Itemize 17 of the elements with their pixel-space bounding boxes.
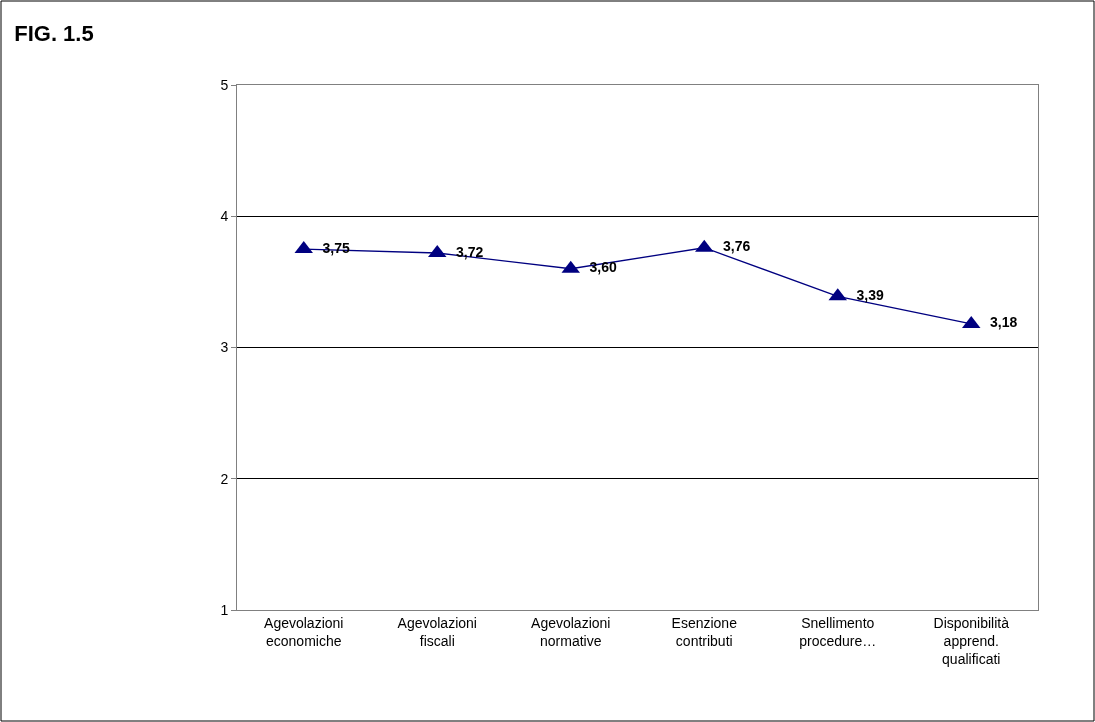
- x-tick-label: Snellimento procedure…: [799, 614, 877, 649]
- y-tick-label: 5: [220, 76, 229, 93]
- x-tick-label: Agevolazioni fiscali: [397, 614, 477, 649]
- y-tick-label: 3: [220, 339, 229, 356]
- data-label: 3,60: [589, 259, 617, 276]
- data-label: 3,39: [856, 286, 884, 303]
- y-tick-label: 4: [220, 208, 229, 225]
- y-tick-label: 1: [220, 601, 229, 618]
- x-tick-label: Agevolazioni normative: [531, 614, 611, 649]
- x-tick-label: Disponibilità apprend. qualificati: [933, 614, 1010, 668]
- y-tick-label: 2: [220, 470, 229, 487]
- x-tick-label: Esenzione contributi: [671, 614, 738, 649]
- x-tick-label: Agevolazioni economiche: [264, 614, 344, 649]
- data-label: 3,18: [990, 314, 1018, 331]
- data-label: 3,76: [723, 238, 751, 255]
- data-label: 3,72: [456, 243, 484, 260]
- text: FIG. 1.5: [14, 20, 94, 46]
